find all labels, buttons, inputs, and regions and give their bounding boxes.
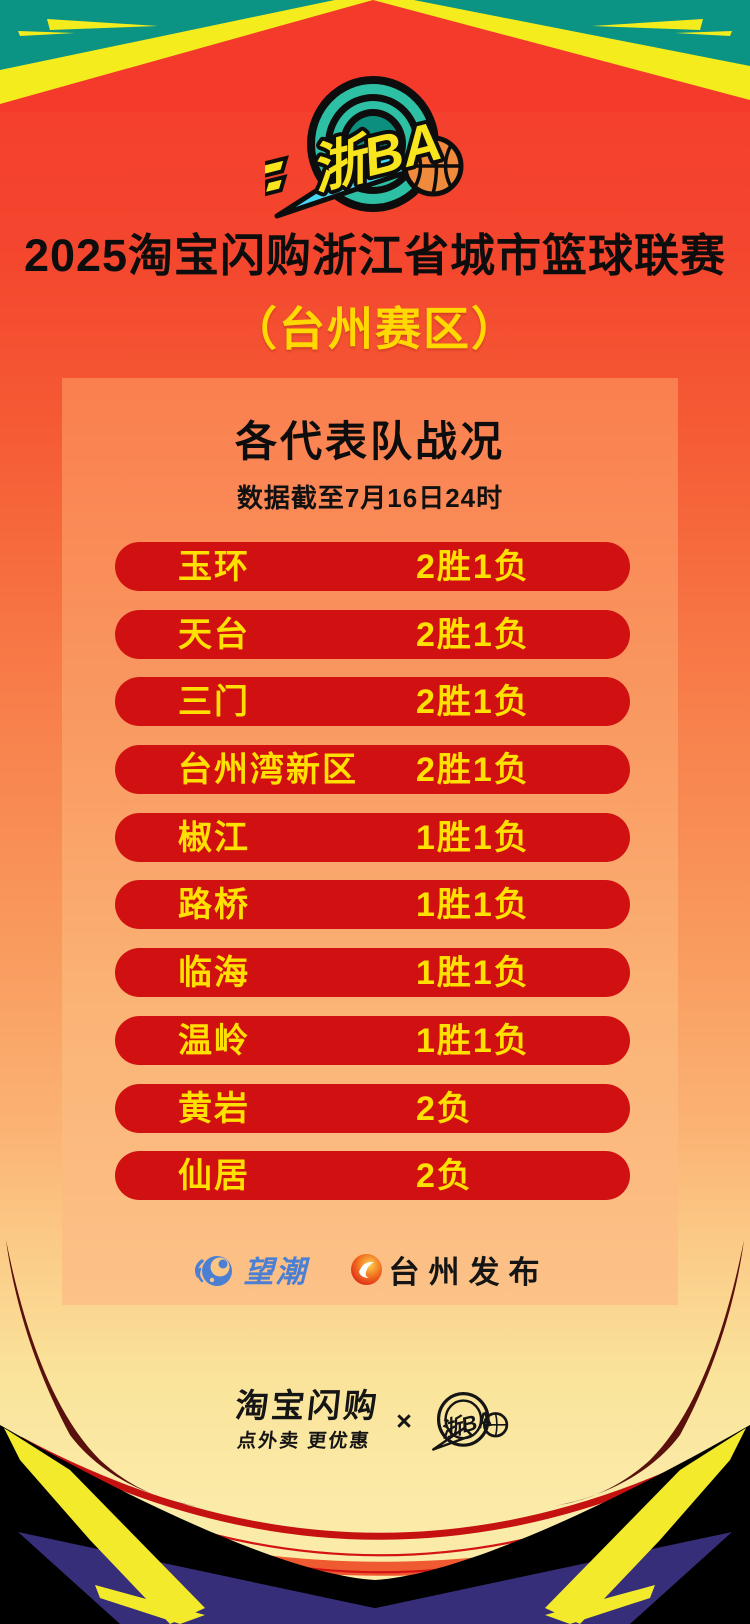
brand-lockup: 淘宝闪购 点外卖 更优惠 × 浙BA (0, 1386, 750, 1456)
team-record: 2胜1负 (416, 751, 530, 790)
team-record: 2胜1负 (416, 548, 530, 586)
team-name: 三门 (178, 683, 250, 722)
team-name: 玉环 (178, 548, 250, 586)
team-name: 仙居 (178, 1157, 250, 1196)
table-row: 椒江 1胜1负 (115, 812, 630, 862)
page-subtitle: （台州赛区） (231, 303, 519, 355)
times-symbol: × (396, 1405, 412, 1436)
team-record: 1胜1负 (416, 886, 530, 925)
page-title: 2025淘宝闪购浙江省城市篮球联赛 (23, 230, 727, 281)
zheba-badge-logo: 浙BA (265, 76, 464, 219)
wave-swirl-icon (194, 1256, 232, 1286)
maroon-swoosh-right (554, 1240, 744, 1506)
table-row: 临海 1胜1负 (115, 948, 630, 998)
team-name: 临海 (178, 954, 250, 993)
taizhou-fabu-label: 台州发布 (388, 1254, 549, 1290)
speed-dashes (265, 155, 289, 198)
zheba-badge-outline-icon: 浙BA (431, 1391, 509, 1451)
team-name: 黄岩 (178, 1089, 250, 1128)
yellow-sliver-right (545, 1585, 655, 1624)
team-record: 1胜1负 (416, 818, 530, 857)
yellow-spike-right (545, 1428, 746, 1624)
taizhou-fabu-logo: 台州发布 (350, 1247, 549, 1292)
table-row: 三门 2胜1负 (115, 677, 630, 727)
team-record: 2负 (416, 1157, 473, 1196)
wangchao-label: 望潮 (243, 1256, 308, 1289)
team-name: 天台 (178, 615, 250, 654)
panel-heading: 各代表队战况 (234, 418, 505, 465)
team-name: 台州湾新区 (178, 751, 358, 790)
table-row: 黄岩 2负 (115, 1083, 630, 1133)
table-row: 天台 2胜1负 (115, 609, 630, 659)
team-name: 路桥 (178, 886, 250, 925)
team-record: 1胜1负 (416, 1021, 530, 1060)
team-record: 2负 (416, 1089, 473, 1128)
table-row: 台州湾新区 2胜1负 (115, 745, 630, 795)
team-record: 2胜1负 (416, 683, 530, 722)
comet-tail-icon (274, 145, 410, 219)
yellow-sliver-left (95, 1585, 205, 1624)
sun-bird-circle-icon (350, 1253, 382, 1285)
standings-panel: 各代表队战况 数据截至7月16日24时 玉环 2胜1负 天台 2胜1负 三门 2… (62, 378, 678, 1305)
panel-subheading: 数据截至7月16日24时 (236, 483, 504, 513)
team-record: 1胜1负 (416, 954, 530, 993)
team-record: 2胜1负 (416, 615, 530, 654)
table-row: 路桥 1胜1负 (115, 880, 630, 930)
table-row: 温岭 1胜1负 (115, 1015, 630, 1065)
team-name: 椒江 (178, 818, 250, 857)
wangchao-logo: 望潮 (192, 1247, 308, 1291)
partner-logos-row: 望潮 台州发布 (62, 1247, 678, 1292)
standings-list: 玉环 2胜1负 天台 2胜1负 三门 2胜1负 台州湾新区 2胜1负 椒江 1胜… (115, 542, 630, 1219)
basketball-icon (402, 135, 464, 197)
table-row: 仙居 2负 (115, 1151, 630, 1201)
maroon-swoosh-left (6, 1240, 196, 1506)
bottom-decoration (0, 1240, 750, 1624)
yellow-spike-left (4, 1428, 205, 1624)
team-name: 温岭 (178, 1021, 250, 1060)
top-banner-decoration (0, 0, 750, 112)
table-row: 玉环 2胜1负 (115, 542, 630, 591)
